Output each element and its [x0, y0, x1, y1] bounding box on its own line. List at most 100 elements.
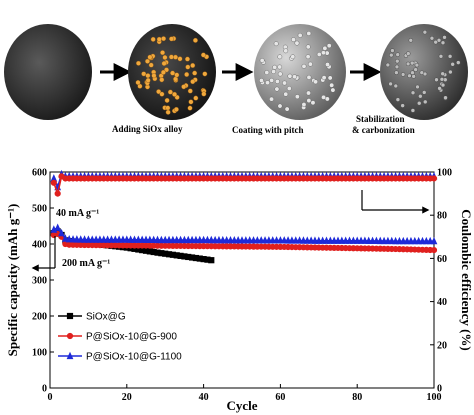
particle-dot — [161, 60, 167, 66]
particle-dot — [200, 52, 206, 58]
legend-label: P@SiOx-10@G-1100 — [86, 352, 182, 363]
data-point — [422, 236, 430, 245]
step-label-coating-pitch: Coating with pitch — [232, 125, 304, 135]
data-point — [242, 236, 250, 244]
data-point — [311, 236, 319, 244]
data-point — [353, 236, 361, 244]
data-point — [430, 236, 438, 245]
particle-dot — [316, 52, 322, 57]
data-point — [196, 235, 204, 244]
data-point — [380, 236, 388, 245]
data-point — [223, 235, 231, 244]
right-tick-label: 40 — [437, 297, 447, 308]
particle-dot — [305, 44, 311, 50]
particle-dot — [442, 35, 447, 40]
data-point — [330, 236, 338, 244]
particle-dot — [135, 60, 141, 66]
data-point — [177, 235, 184, 244]
data-point — [253, 236, 261, 244]
data-point — [208, 257, 215, 264]
particle-dot — [181, 84, 187, 90]
data-point — [349, 236, 357, 244]
synthesis-schematic: Adding SiOx alloy Coating with pitch Sta… — [4, 24, 468, 135]
legend-entry: P@SiOx-10@G-900 — [58, 332, 177, 343]
data-point — [326, 236, 334, 244]
particle-dot — [192, 70, 198, 76]
particle-dot — [417, 101, 422, 106]
particle-dot — [187, 88, 193, 94]
data-point — [50, 179, 57, 186]
particle-dot — [395, 97, 401, 102]
particle-dot — [150, 36, 156, 42]
data-point — [169, 235, 177, 244]
particle-dot — [272, 64, 278, 70]
particle-dot — [184, 71, 190, 77]
data-point — [430, 247, 438, 254]
particle-dot — [156, 36, 162, 42]
x-tick-label: 60 — [275, 392, 285, 403]
data-point — [181, 235, 188, 244]
particle-dot — [164, 97, 170, 103]
annotation-40ma: 40 mA g⁻¹ — [56, 208, 99, 219]
left-tick-label: 600 — [32, 168, 47, 179]
legend-marker — [66, 312, 74, 320]
series-p-siox-10-g-1100 — [50, 223, 438, 245]
data-point — [54, 223, 62, 231]
data-point — [346, 236, 353, 244]
data-point — [54, 190, 61, 197]
data-point — [85, 235, 92, 243]
data-point — [192, 235, 200, 244]
data-point — [399, 236, 407, 245]
particle-dot — [440, 82, 446, 88]
data-point — [138, 235, 146, 243]
particle-dot — [193, 95, 199, 101]
particle-dot — [264, 70, 270, 75]
data-point — [288, 236, 296, 244]
legend-label: SiOx@G — [86, 312, 126, 323]
particle-dot — [145, 73, 151, 79]
particle-dot — [439, 77, 445, 82]
particle-dot — [450, 62, 455, 67]
data-point — [146, 235, 154, 243]
right-tick-label: 0 — [437, 384, 442, 395]
particle-dot — [456, 60, 461, 65]
particle-dot — [160, 50, 166, 56]
graphite-particle — [4, 24, 92, 120]
particle-dot — [188, 99, 194, 105]
left-tick-label: 200 — [32, 312, 47, 323]
right-axis-ticks: 0 20 40 60 80 100 — [430, 168, 452, 395]
data-point — [303, 236, 311, 244]
right-tick-label: 60 — [437, 254, 447, 265]
particle-dot — [307, 61, 313, 67]
particle-dot — [408, 38, 413, 43]
particle-dot — [274, 86, 280, 92]
particle-dot — [277, 64, 283, 70]
legend: SiOx@G P@SiOx-10@G-900 P@SiOx-10@G-1100 — [58, 312, 182, 363]
data-point — [188, 235, 196, 244]
particle-dot — [414, 62, 420, 68]
data-point — [342, 236, 350, 244]
data-point — [154, 235, 161, 244]
data-point — [300, 236, 307, 244]
x-axis-ticks: 0 20 40 60 80 100 — [48, 384, 442, 403]
annotation-200ma: 200 mA g⁻¹ — [62, 258, 110, 269]
particle-dot — [438, 54, 444, 59]
particle-dot — [422, 71, 428, 77]
data-point — [361, 236, 369, 244]
particle-dot — [165, 109, 171, 115]
particle-dot — [177, 56, 183, 62]
particle-dot — [283, 48, 289, 54]
particle-dot — [448, 69, 453, 75]
data-point — [119, 235, 127, 243]
particle-dot — [400, 72, 406, 77]
data-point — [204, 235, 211, 244]
particle-dot — [409, 60, 415, 66]
data-point — [388, 236, 396, 245]
data-point — [396, 236, 403, 245]
data-point — [307, 236, 315, 244]
data-point — [292, 236, 300, 244]
data-point — [81, 235, 88, 243]
particle-dot — [395, 58, 400, 64]
particle-dot — [406, 51, 411, 56]
